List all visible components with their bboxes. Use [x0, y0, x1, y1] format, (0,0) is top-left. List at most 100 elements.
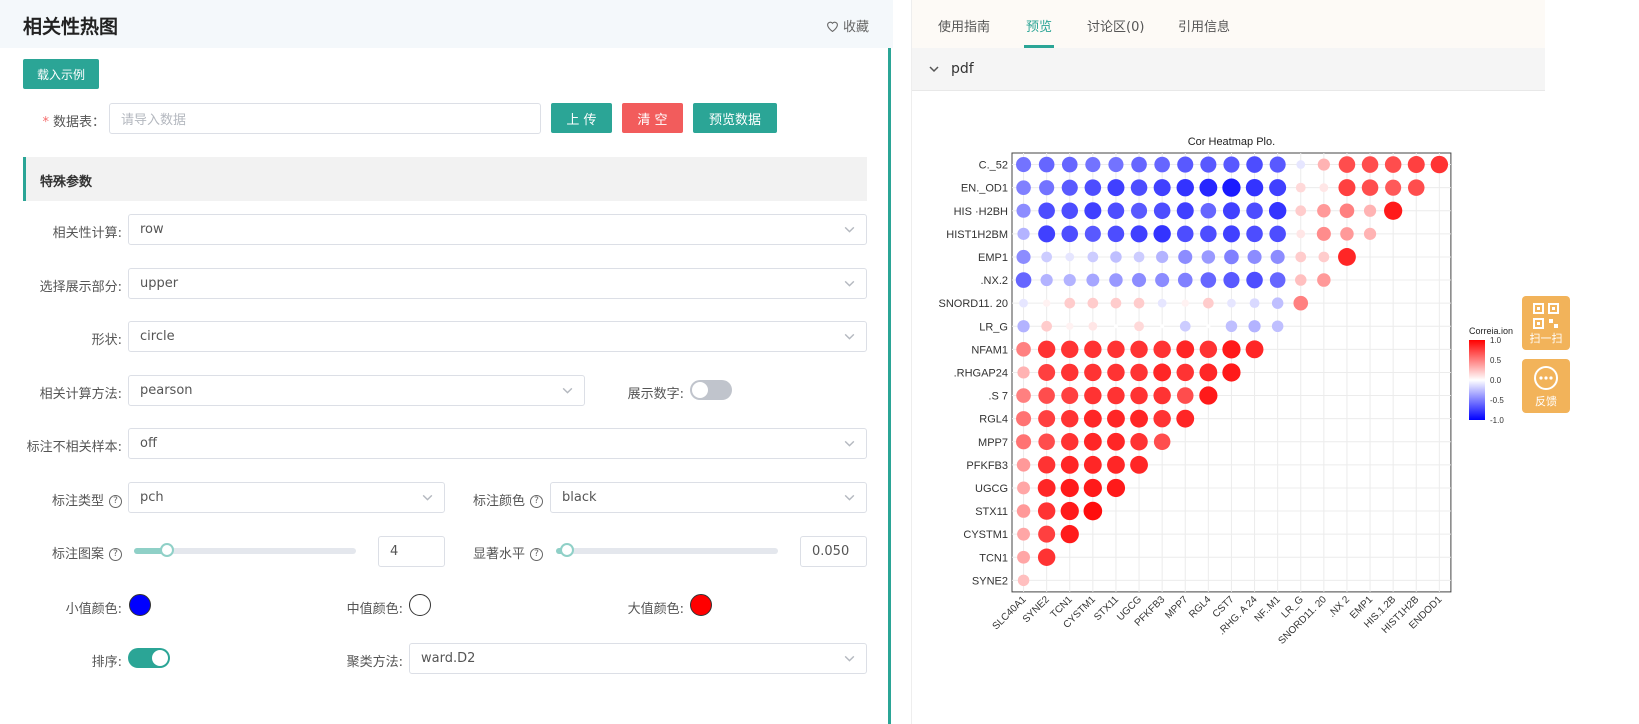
high-color-label: 大值颜色: — [627, 602, 684, 617]
sort-toggle[interactable] — [128, 648, 170, 668]
heatmap-cell — [1131, 156, 1147, 173]
heatmap-cell — [1130, 409, 1148, 428]
method-select[interactable]: pearson — [128, 375, 585, 406]
heatmap-cell — [1181, 299, 1189, 307]
cluster-select[interactable]: ward.D2 — [409, 643, 867, 674]
low-color-swatch[interactable] — [129, 594, 151, 616]
heatmap-cell — [1017, 320, 1030, 333]
heatmap-cell — [1130, 386, 1148, 405]
row-label: HIS ·H2BH — [954, 206, 1008, 218]
heatmap-cell — [1153, 202, 1171, 220]
help-icon[interactable]: ? — [109, 495, 122, 508]
legend-tick: 0.0 — [1490, 376, 1502, 385]
heatmap-cell — [1061, 225, 1079, 243]
col-label: SLC40A1 — [991, 594, 1029, 632]
heatmap-cell — [1200, 156, 1217, 173]
high-color-swatch[interactable] — [690, 594, 712, 616]
tab-citation[interactable]: 引用信息 — [1178, 20, 1231, 35]
help-icon[interactable]: ? — [530, 548, 543, 561]
heatmap-cell — [1269, 156, 1286, 173]
pdf-collapse-header[interactable]: pdf — [912, 48, 1545, 91]
upload-button[interactable]: 上 传 — [551, 103, 612, 133]
heatmap-cell — [1199, 340, 1218, 359]
page-title: 相关性热图 — [23, 16, 119, 38]
data-table-label: * 数据表： — [30, 111, 105, 130]
mark-color-select[interactable]: black — [550, 482, 867, 513]
heatmap-cell — [1130, 363, 1148, 382]
clear-button[interactable]: 清 空 — [622, 103, 683, 133]
mid-color-swatch[interactable] — [409, 594, 431, 616]
tab-preview[interactable]: 预览 — [1026, 20, 1053, 35]
row-label: SYNE2 — [972, 575, 1008, 587]
heatmap-cell — [1015, 434, 1032, 450]
heatmap-cell — [1060, 501, 1079, 521]
method-label: 相关计算方法: — [39, 387, 122, 402]
scan-qr-button[interactable]: 扫一扫 — [1522, 296, 1570, 350]
sig-level-label-text: 显著水平 — [472, 547, 525, 562]
sig-level-input[interactable]: 0.050 — [800, 536, 867, 567]
heatmap-cell — [1155, 273, 1170, 288]
heatmap-cell — [1017, 227, 1030, 240]
heatmap-cell — [1245, 340, 1264, 359]
feedback-button[interactable]: 反馈 — [1522, 359, 1570, 413]
heatmap-cell — [1160, 324, 1165, 329]
heatmap-cell — [1084, 179, 1102, 196]
tab-guide[interactable]: 使用指南 — [938, 20, 991, 35]
heatmap-cell — [1270, 249, 1285, 264]
heatmap-cell — [1361, 156, 1379, 173]
show-number-toggle[interactable] — [690, 380, 732, 400]
col-label: SYNE2 — [1021, 594, 1052, 625]
chevron-down-icon — [422, 494, 433, 501]
heatmap-cell — [1176, 387, 1194, 404]
favorite-button[interactable]: 收藏 — [826, 16, 869, 35]
heatmap-cell — [1130, 455, 1148, 474]
heatmap-cell — [1271, 320, 1284, 332]
panel-divider[interactable] — [888, 48, 891, 724]
display-part-value: upper — [140, 276, 179, 291]
heatmap-cell — [1107, 386, 1125, 405]
heatmap-cell — [1133, 251, 1145, 263]
corr-calc-select[interactable]: row — [128, 214, 867, 245]
heatmap-cell — [1269, 179, 1287, 197]
display-part-select[interactable]: upper — [128, 268, 867, 299]
tab-discussion[interactable]: 讨论区(0) — [1087, 20, 1145, 35]
toggle-knob — [692, 382, 708, 398]
slider-thumb[interactable] — [560, 543, 575, 557]
mark-pattern-label-text: 标注图案 — [51, 547, 104, 562]
heatmap-cell — [1037, 456, 1056, 474]
heatmap-cell — [1269, 272, 1286, 288]
heatmap-cell — [1066, 322, 1074, 330]
heatmap-cell — [1038, 525, 1056, 543]
mark-color-label: 标注颜色? — [455, 490, 543, 509]
load-example-button[interactable]: 载入示例 — [23, 59, 99, 89]
col-label: MPP7 — [1163, 594, 1190, 621]
sig-level-slider[interactable] — [556, 543, 778, 557]
heatmap-cell — [1130, 225, 1148, 243]
heatmap-cell — [1224, 249, 1239, 265]
mark-type-select[interactable]: pch — [128, 482, 445, 513]
row-label: C._52 — [979, 160, 1008, 172]
mark-pattern-slider[interactable] — [134, 543, 356, 557]
heatmap-cell — [1016, 180, 1031, 195]
heatmap-cell — [1038, 387, 1055, 404]
mark-insig-select[interactable]: off — [128, 428, 867, 459]
heatmap-cell — [1222, 202, 1240, 220]
mark-pattern-input[interactable]: 4 — [378, 536, 445, 567]
heatmap-cell — [1017, 574, 1030, 587]
sort-label: 排序: — [91, 655, 122, 670]
correlation-heatmap: Cor Heatmap Plo. C._52 EN._OD1 HIS ·H2BH HIS… — [939, 136, 1514, 647]
preview-data-button[interactable]: 预览数据 — [693, 103, 777, 133]
col-label: STX11 — [1092, 594, 1121, 623]
shape-select[interactable]: circle — [128, 321, 867, 352]
heatmap-cell — [1106, 478, 1126, 498]
help-icon[interactable]: ? — [530, 495, 543, 508]
heatmap-cell — [1176, 178, 1194, 197]
heart-icon — [827, 21, 838, 32]
heatmap-cell — [1060, 455, 1079, 474]
help-icon[interactable]: ? — [109, 548, 122, 561]
heatmap-cell — [1037, 340, 1056, 359]
data-table-input[interactable]: 请导入数据 — [109, 103, 541, 134]
slider-thumb[interactable] — [160, 543, 175, 557]
shape-value: circle — [140, 329, 175, 344]
